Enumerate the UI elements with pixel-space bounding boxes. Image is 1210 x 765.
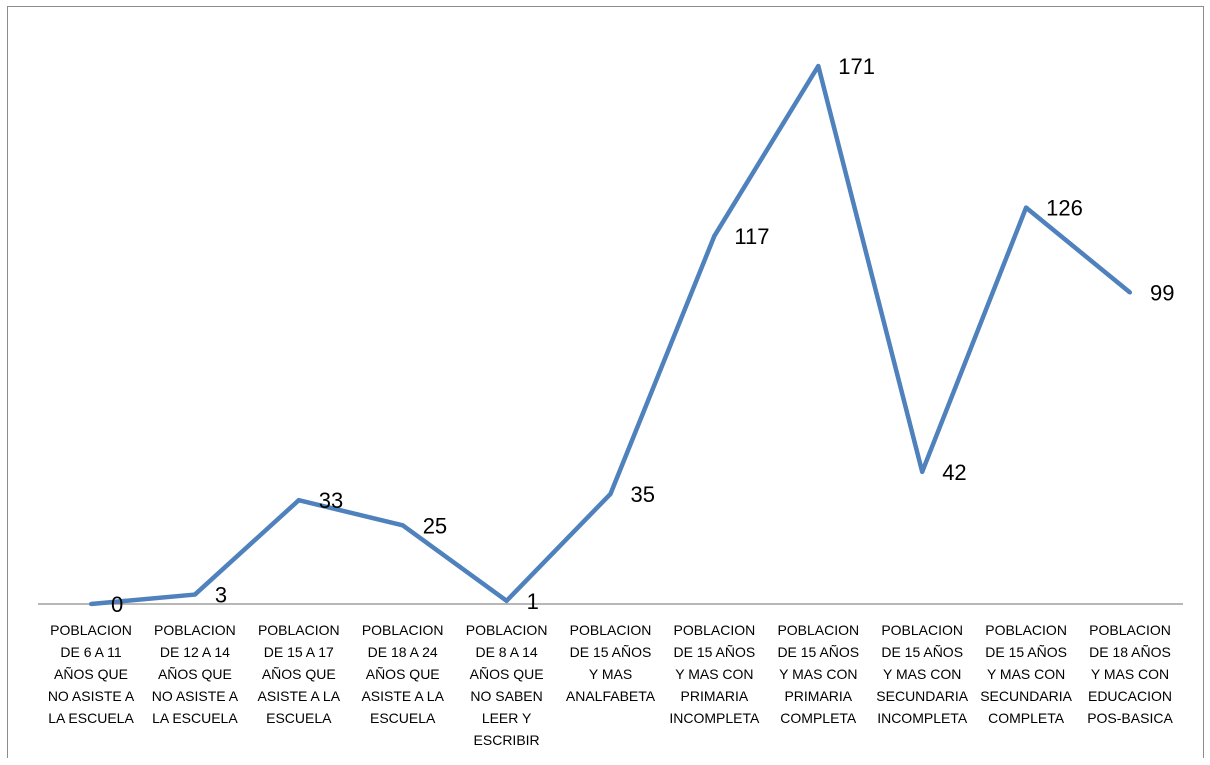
data-point	[504, 598, 509, 603]
category-label: POBLACION DE 15 AÑOS Y MAS CON SECUNDARIA CO…	[974, 619, 1078, 729]
category-label-line: DE 6 A 11	[60, 644, 122, 660]
data-label: 3	[215, 583, 227, 608]
category-label-line: POBLACION	[361, 622, 444, 638]
chart-frame	[7, 6, 1204, 758]
category-label-line: DE 12 A 14	[159, 644, 230, 660]
category-label-line: POBLACION	[881, 622, 964, 638]
data-label: 117	[734, 224, 769, 249]
category-label: POBLACION DE 15 AÑOS Y MAS CON PRIMARIA COMP…	[766, 619, 870, 729]
data-point	[400, 523, 405, 528]
category-label-line: DE 15 AÑOS	[569, 644, 652, 660]
category-label-line: SECUNDARIA	[876, 688, 969, 704]
data-point	[1024, 205, 1029, 210]
category-label-line: AÑOS QUE	[157, 666, 232, 682]
data-label: 171	[838, 54, 875, 79]
category-label-line: POBLACION	[569, 622, 652, 638]
category-label-line: POBLACION	[985, 622, 1067, 638]
category-label: POBLACION DE 8 A 14 AÑOS QUE NO SABEN LEER Y…	[455, 619, 559, 751]
category-label-line: DE 15 A 17	[263, 644, 334, 660]
series-layer	[89, 63, 1132, 607]
data-label: 42	[942, 460, 966, 485]
category-label-line: POBLACION	[777, 622, 860, 638]
category-label-line: DE 8 A 14	[475, 644, 538, 660]
data-label: 126	[1046, 196, 1083, 221]
category-label-line: POBLACION	[673, 622, 756, 638]
category-label-line: LA ESCUELA	[48, 710, 134, 726]
category-label-line: AÑOS QUE	[469, 666, 544, 682]
category-label: POBLACION DE 15 AÑOS Y MAS CON SECUNDARIA IN…	[870, 619, 974, 729]
category-label-line: NO ASISTE A	[47, 688, 135, 704]
category-label-line: PRIMARIA	[680, 688, 749, 704]
data-point	[296, 498, 301, 503]
category-label-line: AÑOS QUE	[365, 666, 440, 682]
series-line	[90, 63, 1132, 607]
data-point	[920, 469, 925, 474]
category-label-line: DE 18 AÑOS	[1089, 644, 1171, 660]
category-label-line: DE 15 AÑOS	[985, 644, 1067, 660]
category-label-line: DE 15 AÑOS	[881, 644, 964, 660]
category-label-line: POBLACION	[257, 622, 340, 638]
category-label-line: ASISTE A LA	[257, 688, 341, 704]
data-label: 99	[1150, 281, 1174, 306]
category-label-line: Y MAS CON	[1090, 666, 1170, 682]
data-label: 1	[527, 589, 539, 614]
category-label-line: PRIMARIA	[784, 688, 853, 704]
category-label: POBLACION DE 15 AÑOS Y MAS ANALFABETA	[559, 619, 663, 707]
category-label-line: ESCUELA	[266, 710, 332, 726]
category-label-line: LA ESCUELA	[152, 710, 238, 726]
category-label: POBLACION DE 15 A 17 AÑOS QUE ASISTE A LA ES…	[247, 619, 351, 729]
category-label-line: COMPLETA	[780, 710, 857, 726]
data-label: 25	[423, 513, 447, 538]
data-point	[712, 233, 717, 238]
category-label-line: Y MAS CON	[883, 666, 962, 682]
category-label: POBLACION DE 15 AÑOS Y MAS CON PRIMARIA INCO…	[662, 619, 766, 729]
category-label-line: SECUNDARIA	[980, 688, 1072, 704]
category-label-line: INCOMPLETA	[669, 710, 760, 726]
category-label-line: EDUCACION	[1087, 688, 1172, 704]
data-label: 35	[631, 482, 655, 507]
category-label-line: ESCRIBIR	[473, 732, 540, 748]
category-label-line: Y MAS	[588, 666, 633, 682]
category-label-line: LEER Y	[481, 710, 532, 726]
data-point	[1128, 290, 1132, 295]
category-label-line: DE 15 AÑOS	[673, 644, 756, 660]
data-point	[192, 592, 197, 597]
category-label-line: AÑOS QUE	[54, 666, 128, 682]
category-label-line: NO SABEN	[470, 688, 543, 704]
category-label: POBLACION DE 18 AÑOS Y MAS CON EDUCACION POS…	[1078, 619, 1182, 729]
category-label-line: POBLACION	[50, 622, 132, 638]
category-label-line: ESCUELA	[370, 710, 436, 726]
category-label-line: ASISTE A LA	[361, 688, 444, 704]
category-label-line: INCOMPLETA	[877, 710, 968, 726]
category-label-line: POS-BASICA	[1087, 710, 1173, 726]
category-label-line: AÑOS QUE	[261, 666, 336, 682]
category-label-line: Y MAS CON	[986, 666, 1066, 682]
data-label: 33	[319, 488, 343, 513]
category-label-line: DE 18 A 24	[367, 644, 438, 660]
category-label-line: DE 15 AÑOS	[777, 644, 860, 660]
category-label: POBLACION DE 6 A 11 AÑOS QUE NO ASISTE A LA …	[39, 619, 143, 729]
data-point	[816, 64, 821, 68]
category-label-line: ANALFABETA	[565, 688, 656, 704]
data-point	[89, 602, 93, 606]
data-point	[608, 491, 613, 496]
category-label: POBLACION DE 12 A 14 AÑOS QUE NO ASISTE A LA…	[143, 619, 247, 729]
category-label-line: Y MAS CON	[779, 666, 858, 682]
data-label: 0	[111, 592, 123, 617]
category-label-line: POBLACION	[1089, 622, 1171, 638]
category-label-line: NO ASISTE A	[151, 688, 239, 704]
category-label-line: Y MAS CON	[675, 666, 754, 682]
category-label-line: POBLACION	[154, 622, 236, 638]
category-label-line: COMPLETA	[988, 710, 1065, 726]
category-label-line: POBLACION	[465, 622, 548, 638]
category-label: POBLACION DE 18 A 24 AÑOS QUE ASISTE A LA ES…	[351, 619, 455, 729]
